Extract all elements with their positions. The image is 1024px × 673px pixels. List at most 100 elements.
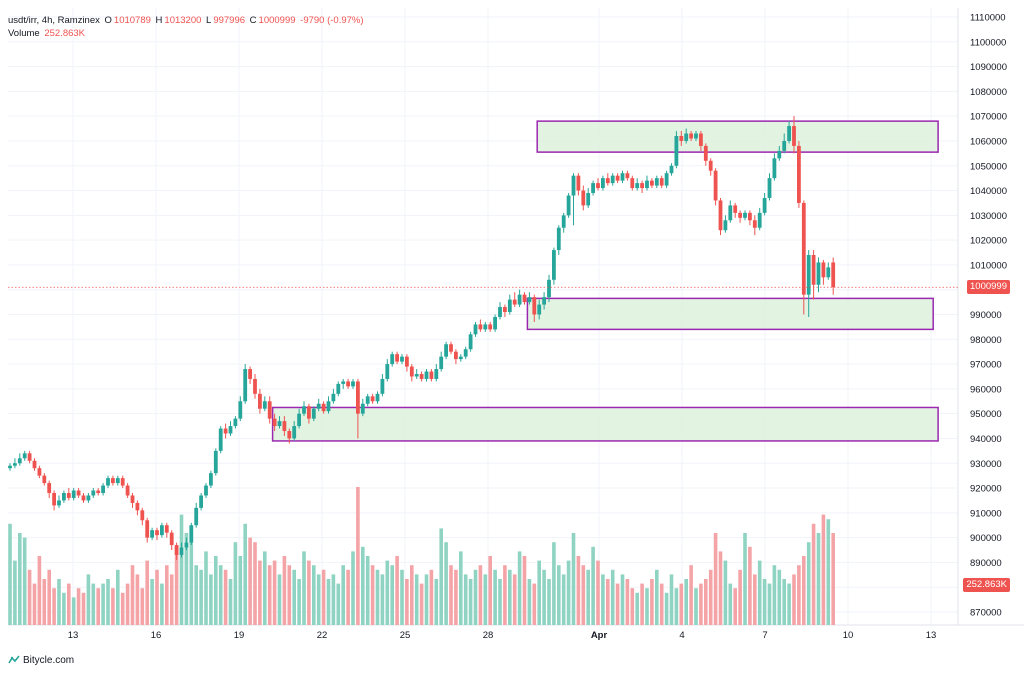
volume-bar <box>468 579 473 625</box>
close-value: 1000999 <box>258 15 296 26</box>
last-price-tag: 1000999 <box>967 280 1010 295</box>
candle-body <box>287 431 292 439</box>
volume-bar <box>659 583 664 625</box>
candle-body <box>400 356 404 362</box>
volume-value: 252.863K <box>44 28 86 39</box>
volume-bar <box>13 560 17 625</box>
volume-bar <box>478 565 483 625</box>
volume-bar <box>488 556 492 625</box>
candle-body <box>547 279 551 298</box>
candle-body <box>723 220 728 231</box>
candle-body <box>267 401 272 419</box>
volume-bar <box>32 583 37 625</box>
candle-body <box>507 299 512 313</box>
candle-body <box>444 344 448 357</box>
volume-bar <box>645 588 649 625</box>
price-tick-label: 1040000 <box>970 186 1007 197</box>
candle-body <box>571 175 576 196</box>
volume-bar <box>346 569 350 625</box>
high-key: H <box>155 15 163 26</box>
candle-body <box>111 478 115 484</box>
volume-bar <box>748 546 752 625</box>
candle-body <box>150 530 154 538</box>
candle-body <box>258 393 262 409</box>
symbol-label[interactable]: usdt/irr, 4h, Ramzinex <box>8 15 100 26</box>
volume-bar <box>434 579 439 625</box>
volume-bar <box>797 565 801 625</box>
candle-body <box>62 493 66 501</box>
volume-bar <box>699 583 703 625</box>
volume-key[interactable]: Volume <box>8 28 40 39</box>
candle-body <box>576 175 581 191</box>
volume-bar <box>189 542 194 625</box>
volume-bar <box>365 556 370 625</box>
time-axis[interactable]: 13 16 19 22 25 28 Apr 4 7 10 13 <box>68 630 937 641</box>
brand-footer[interactable]: Bitycle.com <box>8 654 74 666</box>
candle-body <box>66 493 71 498</box>
candle-body <box>429 371 434 379</box>
candle-body <box>81 495 86 501</box>
volume-bar <box>713 533 718 625</box>
candle-body <box>684 133 689 141</box>
volume-bar <box>410 565 414 625</box>
volume-bar <box>689 565 693 625</box>
candle-body <box>360 403 365 414</box>
price-tick-label: 990000 <box>970 310 1002 321</box>
volume-bar <box>463 574 468 625</box>
candle-body <box>512 299 517 305</box>
volume-bar <box>650 579 654 625</box>
volume-bar <box>130 565 135 625</box>
time-tick-label: 4 <box>679 630 684 641</box>
volume-bar <box>243 523 247 625</box>
candle-body <box>537 304 542 315</box>
time-tick-label: 13 <box>68 630 79 641</box>
candle-body <box>22 453 27 459</box>
volume-bar <box>620 574 625 625</box>
candle-body <box>155 530 159 536</box>
volume-bar <box>52 588 56 625</box>
candles <box>8 116 836 560</box>
volume-bar <box>228 579 233 625</box>
volume-bar <box>336 583 341 625</box>
candle-body <box>654 178 659 186</box>
volume-bar <box>18 533 22 625</box>
volume-bar <box>498 579 502 625</box>
volume-bar <box>312 565 316 625</box>
candle-body <box>703 145 708 161</box>
price-axis[interactable]: 1110000 1100000 1090000 1080000 1070000 10600… <box>970 13 1007 619</box>
candle-body <box>586 193 591 206</box>
volume-bar <box>375 569 380 625</box>
volume-bar <box>331 574 336 625</box>
candle-body <box>316 403 321 409</box>
volume-bar <box>753 574 757 625</box>
candle-body <box>449 344 453 352</box>
candle-body <box>243 369 248 402</box>
time-tick-label: Apr <box>591 630 608 641</box>
volume-bar <box>757 560 762 625</box>
candle-body <box>336 383 341 394</box>
candle-body <box>8 465 12 469</box>
volume-bar <box>424 574 429 625</box>
candle-body <box>409 366 414 377</box>
price-tick-label: 1060000 <box>970 136 1007 147</box>
candle-body <box>302 406 306 414</box>
volume-bar <box>223 569 228 625</box>
volume-bar <box>277 574 282 625</box>
candle-body <box>561 215 566 228</box>
volume-bar <box>547 579 551 625</box>
candle-body <box>228 426 233 434</box>
volume-bar <box>576 556 581 625</box>
volume-bar <box>194 565 198 625</box>
candle-body <box>728 205 733 221</box>
volume-bar <box>204 551 208 625</box>
candle-body <box>52 493 56 506</box>
volume-bar <box>81 592 86 625</box>
candle-body <box>326 401 331 412</box>
candle-body <box>503 307 507 313</box>
candle-body <box>605 178 610 184</box>
time-tick-label: 7 <box>762 630 767 641</box>
candle-body <box>395 354 399 362</box>
change-value: -9790 (-0.97%) <box>300 15 364 26</box>
zones <box>271 120 939 442</box>
